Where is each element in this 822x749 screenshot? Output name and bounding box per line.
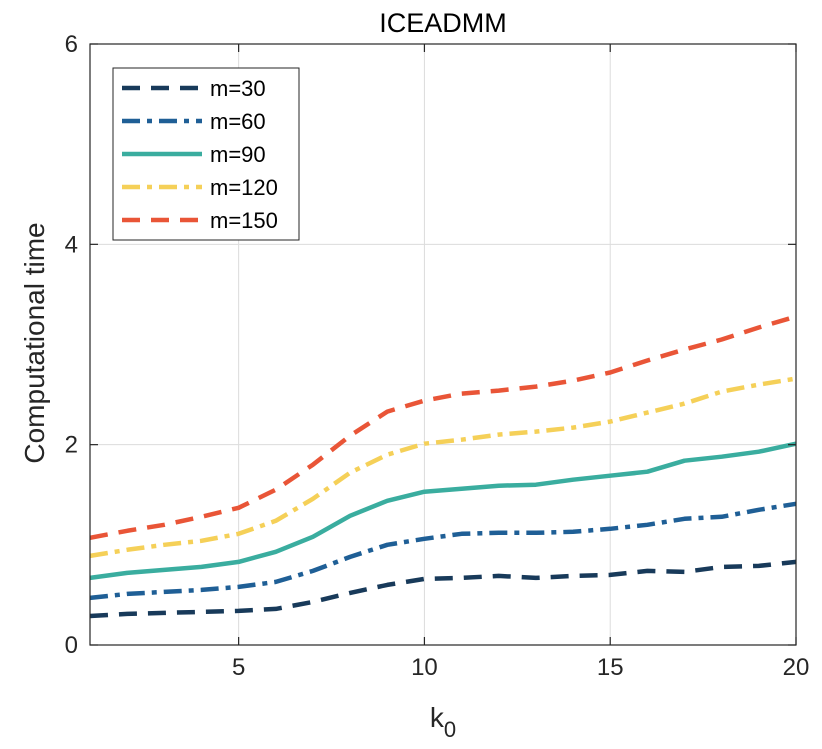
x-axis-label-subscript: 0 [444,717,456,742]
y-tick-label-0: 0 [65,632,78,659]
legend-label-m-60: m=60 [210,109,266,134]
series-line-m-60 [89,501,797,601]
chart-title: ICEADMM [379,8,507,38]
x-tick-label-3: 20 [783,654,810,681]
plot-area-frame [89,43,797,646]
y-tick-label-1: 2 [65,432,78,459]
legend-label-m-120: m=120 [210,175,278,200]
series-line-m-120 [89,376,797,559]
legend-label-m-90: m=90 [210,142,266,167]
x-axis-label-main: k [430,702,445,733]
series-line-m-150 [89,314,797,541]
y-axis-label: Computational time [19,222,50,463]
axis-ticks: 5 10 15 20 0 2 4 6 [65,31,810,681]
series-lines [89,314,797,619]
y-tick-label-3: 6 [65,31,78,58]
legend-label-m-30: m=30 [210,76,266,101]
x-tick-label-0: 5 [232,654,245,681]
x-tick-label-2: 15 [597,654,624,681]
legend: m=30 m=60 m=90 m=120 m=150 [112,67,300,241]
legend-label-m-150: m=150 [210,208,278,233]
x-axis-label: k0 [430,702,456,742]
x-tick-label-1: 10 [411,654,438,681]
series-line-m-30 [89,559,797,619]
y-tick-label-2: 4 [65,231,78,258]
series-line-m-90 [89,441,797,581]
